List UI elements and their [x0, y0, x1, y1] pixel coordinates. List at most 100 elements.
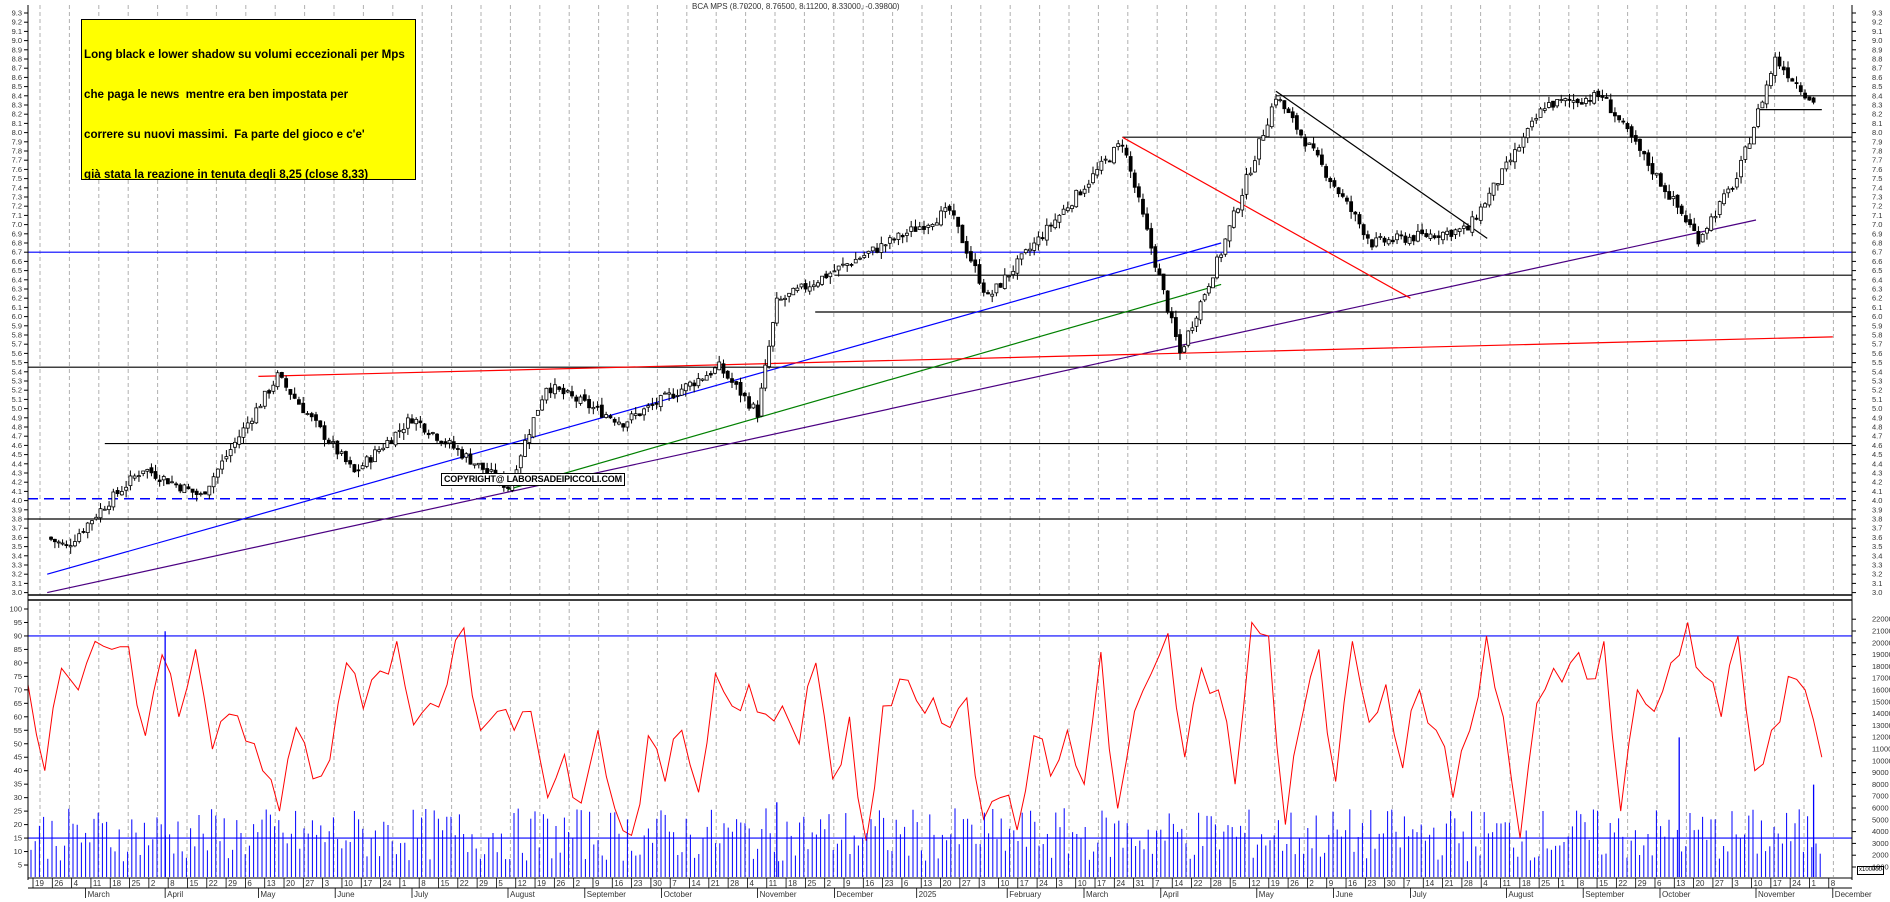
price-tick-label-left: 4.3 [12, 469, 22, 478]
candle-body [254, 407, 259, 424]
candle-body [1751, 126, 1756, 145]
candle-body [1559, 99, 1564, 101]
price-tick-label-left: 8.2 [12, 110, 22, 119]
candle-body [233, 441, 237, 448]
day-label: 20 [943, 879, 952, 888]
day-label: 15 [1599, 879, 1608, 888]
candle-body [1007, 275, 1011, 278]
candle-body [1286, 108, 1291, 114]
day-label: 28 [730, 879, 739, 888]
candle-body [1340, 193, 1345, 197]
day-label: 17 [363, 879, 372, 888]
candle-body [578, 396, 583, 404]
price-tick-label-left: 4.8 [12, 423, 22, 432]
price-tick-label-left: 5.2 [12, 386, 22, 395]
candle-body [314, 414, 318, 421]
price-tick-label-right: 5.2 [1872, 386, 1882, 395]
volume-tick-label: 17000 [1872, 674, 1890, 683]
price-tick-label-right: 7.0 [1872, 220, 1882, 229]
candle-body [1534, 118, 1539, 121]
candle-body [604, 414, 609, 418]
candle-body [1613, 112, 1617, 117]
price-tick-label-left: 7.4 [12, 183, 22, 192]
price-tick-label-right: 6.3 [1872, 285, 1882, 294]
osc-tick-label: 90 [14, 631, 22, 640]
candle-body [228, 449, 233, 457]
candle-body [734, 381, 739, 385]
day-label: 22 [209, 879, 218, 888]
candle-body [1445, 230, 1450, 235]
candle-body [1198, 301, 1203, 321]
candle-body [755, 404, 760, 418]
day-label: 2 [1309, 879, 1314, 888]
day-label: 4 [74, 879, 79, 888]
candle-body [1478, 206, 1483, 221]
candle-body [763, 364, 768, 389]
price-tick-label-left: 7.0 [12, 220, 22, 229]
price-tick-label-right: 5.5 [1872, 358, 1882, 367]
day-label: 23 [885, 879, 894, 888]
candle-body [1374, 237, 1379, 247]
day-label: 22 [1618, 879, 1627, 888]
candle-body [1169, 311, 1174, 319]
day-label: 19 [537, 879, 546, 888]
candle-body [60, 542, 65, 545]
price-tick-label-left: 6.5 [12, 266, 22, 275]
candle-body [1378, 236, 1383, 238]
candle-body [1781, 66, 1786, 71]
candle-body [1773, 56, 1778, 76]
day-label: 29 [1638, 879, 1647, 888]
price-tick-label-left: 5.9 [12, 321, 22, 330]
candle-body [68, 545, 73, 548]
candle-body [939, 210, 943, 226]
trendline [1122, 136, 1411, 299]
price-tick-label-right: 4.0 [1872, 496, 1882, 505]
price-tick-label-right: 5.0 [1872, 404, 1882, 413]
volume-tick-label: 12000 [1872, 733, 1890, 742]
day-label: 25 [132, 879, 141, 888]
candle-body [1332, 180, 1337, 187]
volume-tick-label: 9000 [1872, 768, 1889, 777]
candle-body [1798, 85, 1803, 93]
candle-body [1457, 228, 1462, 232]
day-label: 12 [518, 879, 527, 888]
osc-tick-label: 25 [14, 807, 22, 816]
price-tick-label-left: 8.6 [12, 73, 22, 82]
candle-body [1206, 285, 1211, 294]
volume-tick-label: 22000 [1872, 615, 1890, 624]
price-tick-label-right: 5.7 [1872, 340, 1882, 349]
candle-body [650, 404, 655, 406]
price-tick-label-left: 3.4 [12, 551, 22, 560]
day-label: 2 [151, 879, 156, 888]
day-label: 23 [1367, 879, 1376, 888]
price-tick-label-left: 3.1 [12, 579, 22, 588]
osc-tick-label: 30 [14, 793, 22, 802]
candle-body [565, 390, 570, 393]
day-label: 22 [1194, 879, 1203, 888]
volume-tick-label: 5000 [1872, 815, 1889, 824]
candle-body [186, 486, 191, 490]
price-tick-label-right: 9.2 [1872, 18, 1882, 27]
day-label: 7 [1406, 879, 1411, 888]
price-tick-label-left: 4.0 [12, 496, 22, 505]
candle-body [149, 467, 154, 474]
candle-body [951, 210, 956, 216]
candle-body [174, 483, 179, 486]
candle-body [451, 441, 456, 449]
candle-body [1095, 169, 1100, 176]
candle-body [1777, 56, 1782, 67]
candle-body [1407, 236, 1412, 244]
candle-body [629, 413, 634, 421]
candle-body [284, 378, 289, 388]
candle-body [405, 417, 410, 429]
price-tick-label-left: 7.2 [12, 202, 22, 211]
candle-body [879, 243, 884, 253]
candle-body [658, 395, 663, 408]
price-tick-label-left: 7.3 [12, 193, 22, 202]
candle-body [1575, 98, 1580, 104]
day-label: 26 [1290, 879, 1299, 888]
candle-body [608, 415, 613, 419]
candle-body [574, 396, 579, 402]
candle-body [1667, 191, 1672, 200]
volume-tick-label: 6000 [1872, 804, 1889, 813]
